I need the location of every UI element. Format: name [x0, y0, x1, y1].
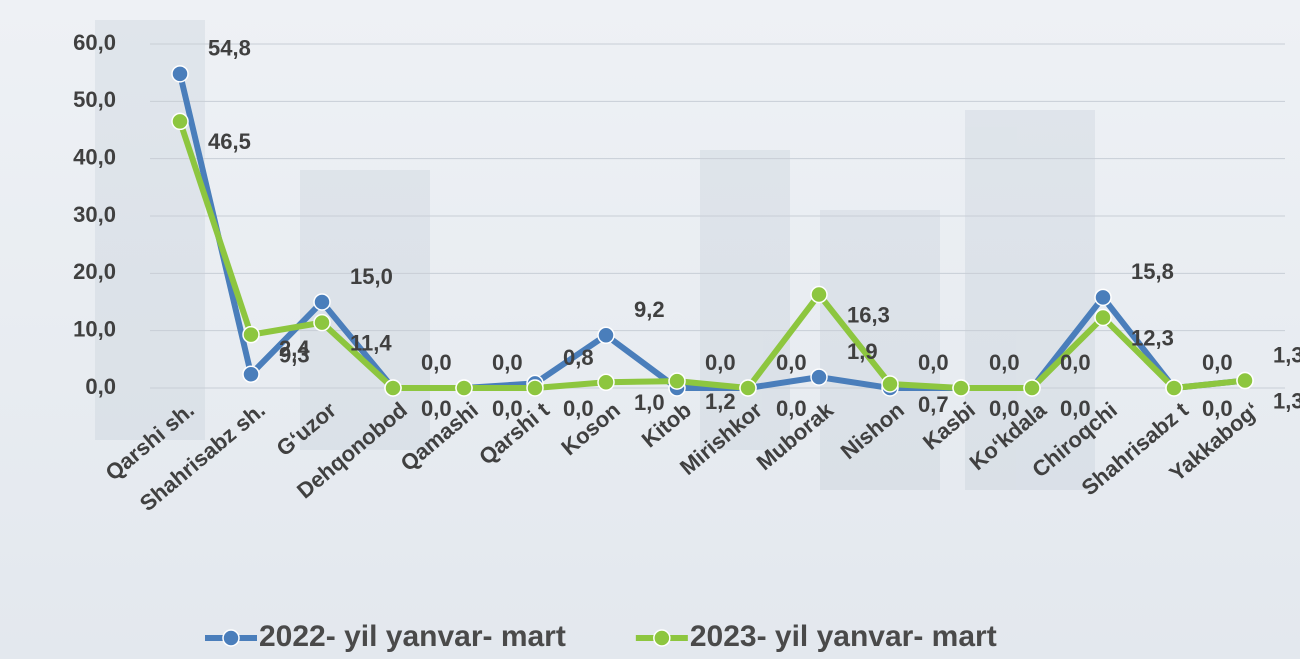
data-label: 15,8 [1131, 259, 1174, 284]
data-point [668, 372, 686, 390]
data-point [242, 365, 260, 383]
data-point [526, 379, 544, 397]
data-label: 1,3 [1273, 388, 1300, 413]
data-label: 0,0 [989, 396, 1020, 421]
data-point [952, 379, 970, 397]
y-tick-label: 50,0 [73, 87, 116, 112]
legend-marker [222, 629, 240, 647]
data-point [597, 326, 615, 345]
data-point [597, 373, 615, 392]
data-point [810, 368, 828, 386]
data-point [1094, 308, 1112, 327]
data-label: 16,3 [847, 302, 890, 327]
data-label: 54,8 [208, 36, 251, 61]
data-label: 0,0 [918, 350, 949, 375]
data-label: 0,0 [492, 396, 523, 421]
data-point [384, 379, 402, 397]
series-line [177, 120, 1246, 391]
series-line [177, 73, 1246, 391]
legend-label: 2022- yil yanvar- mart [259, 620, 566, 653]
legend-label: 2023- yil yanvar- mart [690, 620, 997, 653]
data-point [242, 325, 260, 344]
data-point [1023, 379, 1041, 397]
data-point [1236, 371, 1254, 390]
data-point [739, 379, 757, 397]
data-point [313, 313, 331, 332]
data-point [171, 112, 189, 131]
data-point [810, 285, 828, 304]
data-point [313, 293, 331, 311]
data-label: 2,4 [279, 336, 310, 361]
data-label: 0,0 [989, 350, 1020, 375]
data-label: 0,0 [421, 350, 452, 375]
y-tick-label: 30,0 [73, 202, 116, 227]
data-label: 0,0 [563, 396, 594, 421]
data-label: 12,3 [1131, 325, 1174, 350]
y-tick-label: 0,0 [85, 374, 116, 399]
data-label: 0,0 [492, 350, 523, 375]
data-label: 0,0 [1060, 350, 1091, 375]
data-point [171, 65, 189, 83]
data-label: 1,0 [634, 390, 665, 415]
y-tick-label: 60,0 [73, 30, 116, 55]
y-tick-label: 40,0 [73, 144, 116, 169]
data-label: 1,2 [705, 389, 736, 414]
data-point [1165, 379, 1183, 397]
data-label: 0,0 [1060, 396, 1091, 421]
data-label: 0,0 [421, 396, 452, 421]
data-label: 46,5 [208, 129, 251, 154]
y-tick-label: 10,0 [73, 316, 116, 341]
data-label: 0,0 [705, 350, 736, 375]
data-label: 0,0 [776, 350, 807, 375]
data-label: 0,0 [1202, 350, 1233, 375]
data-label: 11,4 [350, 330, 392, 355]
data-point [1094, 288, 1112, 307]
data-label: 0,0 [776, 396, 807, 421]
data-label: 0,8 [563, 345, 594, 370]
legend-marker [653, 629, 671, 647]
data-label: 1,9 [847, 339, 878, 364]
data-label: 9,3 [279, 342, 310, 367]
data-point [455, 379, 473, 397]
data-label: 15,0 [350, 264, 393, 289]
y-tick-label: 20,0 [73, 259, 116, 284]
data-label: 9,2 [634, 297, 665, 322]
data-point [881, 375, 899, 393]
background-buildings [95, 20, 1095, 490]
data-label: 0,0 [1202, 396, 1233, 421]
data-label: 0,7 [918, 392, 949, 417]
data-label: 1,3 [1273, 342, 1300, 367]
